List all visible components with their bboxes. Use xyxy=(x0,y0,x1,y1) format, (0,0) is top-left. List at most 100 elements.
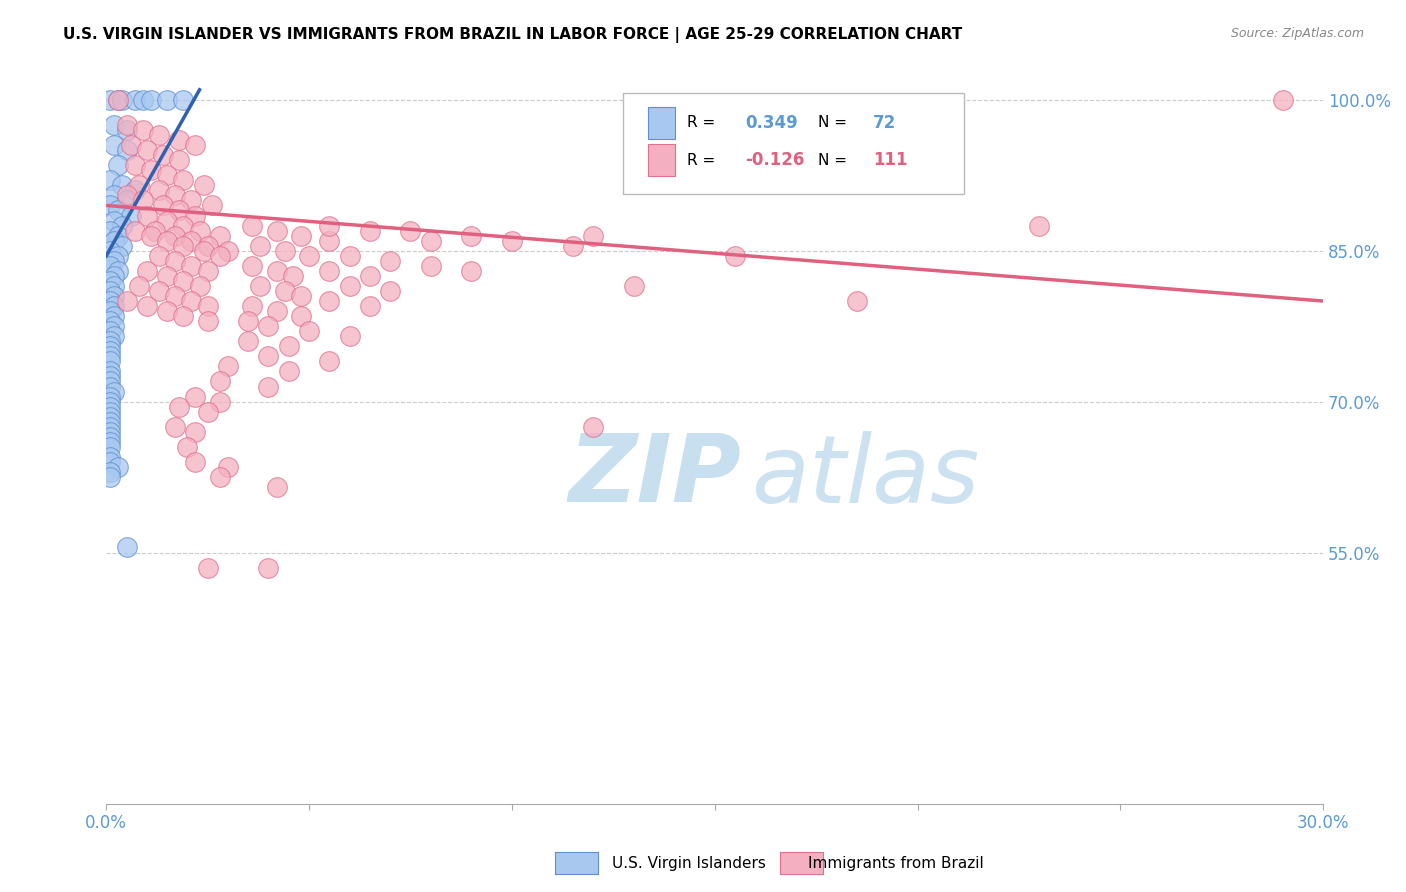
Point xyxy=(107,264,129,278)
Point xyxy=(115,188,138,202)
Point xyxy=(98,470,121,484)
Point xyxy=(359,224,381,238)
Point xyxy=(98,324,121,338)
Point xyxy=(98,224,121,238)
Point xyxy=(318,264,340,278)
Point xyxy=(98,450,121,464)
Point xyxy=(156,234,179,248)
Point xyxy=(197,314,219,328)
Point xyxy=(98,465,121,479)
Point xyxy=(266,224,288,238)
Point xyxy=(184,138,207,153)
Point xyxy=(98,440,121,454)
Point xyxy=(98,419,121,434)
Point xyxy=(98,364,121,378)
Point xyxy=(124,183,146,197)
Text: ZIP: ZIP xyxy=(568,431,741,523)
Point xyxy=(107,93,129,107)
Point xyxy=(266,480,288,494)
Point xyxy=(135,299,157,313)
Point xyxy=(184,209,207,223)
Point xyxy=(193,178,215,193)
Point xyxy=(98,259,121,273)
Point xyxy=(1271,93,1294,107)
Point xyxy=(339,249,361,263)
Point xyxy=(193,244,215,258)
Point xyxy=(98,405,121,419)
Text: U.S. Virgin Islanders: U.S. Virgin Islanders xyxy=(612,856,765,871)
Point xyxy=(103,234,125,248)
Point xyxy=(98,379,121,393)
Point xyxy=(98,409,121,424)
Point xyxy=(103,213,125,227)
FancyBboxPatch shape xyxy=(623,93,965,194)
Point xyxy=(98,198,121,212)
Point xyxy=(103,118,125,132)
Point xyxy=(98,284,121,298)
Point xyxy=(217,244,239,258)
Text: atlas: atlas xyxy=(751,431,980,522)
Point xyxy=(172,274,194,288)
Point xyxy=(184,425,207,439)
Point xyxy=(318,234,340,248)
Point xyxy=(208,470,231,484)
Point xyxy=(188,279,211,293)
Point xyxy=(98,375,121,389)
Point xyxy=(290,309,312,323)
Point xyxy=(148,128,170,142)
Point xyxy=(98,339,121,353)
Point xyxy=(1028,219,1050,233)
Point xyxy=(240,299,263,313)
Text: 72: 72 xyxy=(873,114,896,132)
Point xyxy=(98,415,121,429)
Point xyxy=(167,133,190,147)
Point xyxy=(165,188,187,202)
Point xyxy=(290,228,312,243)
Bar xyxy=(648,107,675,138)
Point xyxy=(139,93,162,107)
Point xyxy=(98,93,121,107)
Point xyxy=(359,299,381,313)
Point xyxy=(180,259,202,273)
Point xyxy=(115,118,138,132)
Point xyxy=(156,169,179,183)
Point xyxy=(98,349,121,363)
Point xyxy=(359,268,381,283)
Point xyxy=(172,309,194,323)
Point xyxy=(274,284,297,298)
Point xyxy=(165,228,187,243)
Point xyxy=(107,249,129,263)
Point xyxy=(98,173,121,187)
Text: Source: ZipAtlas.com: Source: ZipAtlas.com xyxy=(1230,27,1364,40)
Bar xyxy=(648,145,675,176)
Point xyxy=(98,244,121,258)
Point xyxy=(98,390,121,404)
Point xyxy=(582,419,605,434)
Point xyxy=(128,178,150,193)
Point xyxy=(180,194,202,208)
Point xyxy=(98,455,121,469)
Point xyxy=(98,434,121,449)
Point xyxy=(257,319,280,334)
Point xyxy=(98,369,121,384)
Point xyxy=(184,390,207,404)
Point xyxy=(561,238,583,252)
Point xyxy=(152,198,174,212)
Point xyxy=(582,228,605,243)
Point xyxy=(98,354,121,368)
Point xyxy=(290,289,312,303)
Text: R =: R = xyxy=(686,115,714,130)
Point xyxy=(124,158,146,172)
Point xyxy=(165,289,187,303)
Text: N =: N = xyxy=(818,115,848,130)
Point xyxy=(167,203,190,218)
Point xyxy=(201,198,224,212)
Point xyxy=(197,264,219,278)
Point xyxy=(111,178,134,193)
Point xyxy=(148,284,170,298)
Point xyxy=(172,93,194,107)
Point xyxy=(156,213,179,227)
Point xyxy=(277,364,299,378)
Point xyxy=(249,238,271,252)
Point xyxy=(98,334,121,349)
